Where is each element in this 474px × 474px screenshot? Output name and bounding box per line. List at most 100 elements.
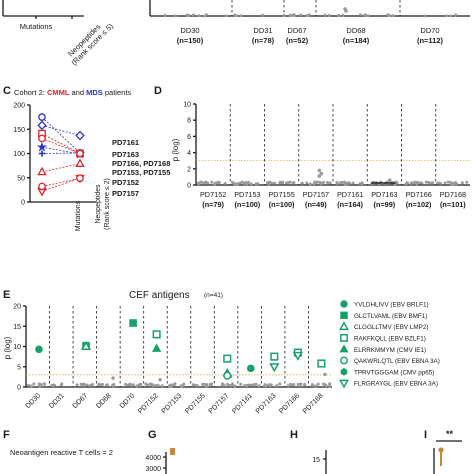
panel-d-point (360, 182, 364, 186)
panel-e-point-triangle (151, 343, 162, 352)
panel-b-point (391, 14, 395, 17)
panel-c-series-extra-mutations (38, 182, 46, 191)
panel-b-point (282, 13, 286, 17)
panel-c-title-post: patients (103, 88, 132, 97)
panel-f-text: Neoantigen reactive T cells = 2 (10, 448, 113, 457)
panel-e-point-bg (32, 382, 36, 386)
panel-b-point (292, 13, 296, 17)
panel-d-point (415, 182, 419, 186)
panel-e-point-bg (251, 383, 255, 387)
panel-e-point-bg (289, 382, 293, 386)
panel-d-tick-label: 0 (187, 183, 191, 190)
panel-b-group-label: DD31 (253, 26, 272, 35)
panel-e-legend: YVLDHLIVV (EBV BRLF1) GLCTLVAML (EBV BMF1… (339, 300, 440, 389)
panel-d-point (223, 181, 227, 185)
panel-e-point-bg (151, 384, 155, 388)
panel-c-series-pd7153-link (41, 133, 81, 154)
panel-b-point (224, 14, 228, 18)
panel-d-point (319, 182, 323, 186)
panel-d-group-label: PD7152 (200, 190, 226, 199)
panel-d-point (395, 181, 399, 185)
panel-e-point-bg (257, 384, 261, 388)
panel-e-xlabel: DD30 (25, 392, 43, 410)
panel-c-xlabel-neopeptides: Neopeptides (95, 184, 102, 224)
panel-e-point-bg (156, 383, 160, 387)
legend-marker-triangle (339, 344, 349, 353)
panel-b-point (299, 13, 303, 17)
panel-c-tick-label: 100 (13, 151, 25, 158)
panel-e-point-circle (246, 364, 255, 373)
panel-c-series-pd7152-neopeptides (75, 158, 85, 168)
panel-d-point (291, 181, 295, 185)
panel-b-point (366, 14, 370, 17)
panel-e-title-n: (n=41) (204, 292, 223, 299)
panel-d-point (288, 180, 292, 184)
panel-e-point-square (129, 319, 137, 327)
panel-e-point-bg (225, 382, 229, 386)
panel-d-point (273, 181, 277, 185)
panel-b-point (423, 14, 427, 18)
panel-e-point-bg (245, 383, 249, 387)
panel-d-group-n: (n=99) (374, 200, 396, 209)
panel-e-tick-label: 15 (13, 324, 21, 331)
panel-e-xlabel: PD7152 (137, 392, 160, 415)
panel-c-xlabel-rank: (Rank score ≤ 2) (104, 178, 111, 230)
panel-c-title: Cohort 2: CMML and MDS patients (14, 88, 131, 97)
panel-d-point (465, 180, 469, 184)
panel-e-point-bg (278, 382, 282, 386)
legend-label: FLRGRAYGL (EBV EBNA 3A) (354, 381, 438, 388)
panel-g-bar (170, 448, 175, 455)
panel-h-ytick-15: 15 (312, 457, 320, 464)
panel-e-point-bg (195, 384, 199, 388)
panel-e-point-bg (111, 383, 115, 387)
panel-e-xlabel: PD7155 (184, 392, 207, 415)
panel-e-xlabel: PD7153 (161, 392, 184, 415)
panel-d-point (210, 180, 214, 184)
legend-label: CLGGLLTMV (EBV LMP2) (354, 324, 428, 331)
panel-e-point-bg (85, 383, 89, 387)
panel-e-point-bg (210, 382, 214, 386)
panel-d-point (409, 182, 413, 186)
panel-b-point (289, 14, 292, 18)
panel-g-ytick-4000: 4000 (145, 455, 161, 462)
panel-c-series-pd7155-mutations (38, 134, 46, 143)
panel-c-tick-label: 50 (17, 175, 25, 182)
panel-d-group-label: PD7168 (440, 190, 466, 199)
panel-e-point-bg (316, 382, 320, 386)
panel-c-xlabel-mutations: Mutations (75, 200, 82, 231)
panel-b-point (163, 13, 167, 17)
panel-e-point-bg (172, 383, 176, 387)
panel-d-point (446, 180, 450, 184)
panel-e-point-square-open (152, 330, 161, 339)
panel-e-point-bg (39, 382, 43, 386)
panel-c-series-extra-link (41, 177, 81, 187)
panel-i-letter: I (424, 429, 427, 441)
panel-e-point-bg (160, 384, 164, 388)
panel-d-peak (317, 168, 322, 173)
panel-c-series-pd7163-mutations (38, 113, 46, 121)
panel-e-point-circle-open (223, 371, 232, 380)
panel-e-point-bg (29, 384, 33, 388)
legend-label: QAKWRLQTL (EBV EBNA 3A) (354, 358, 440, 365)
panel-d-point (200, 180, 204, 184)
panel-e-points (35, 319, 326, 380)
panel-d-point (436, 181, 440, 185)
panel-d-point (265, 181, 269, 185)
panel-c-series-pd7168-mutations (38, 150, 46, 157)
panel-c-series-pd7155-neopeptides (76, 149, 84, 158)
panel-d-tick-label: 2 (187, 166, 191, 173)
panel-e-point-bg (105, 383, 109, 387)
panel-e-point-bg (182, 382, 186, 386)
panel-b-group-label: DD67 (287, 26, 306, 35)
panel-g-letter: G (148, 429, 157, 441)
panel-i: I ** (424, 429, 462, 474)
panel-b-point (387, 14, 391, 17)
legend-label: RAKFKQLL (EBV BZLF1) (354, 336, 426, 343)
panel-e-point-bg (254, 382, 258, 386)
panel-e-point-bg (239, 382, 243, 386)
panel-c-label-pd7152: PD7152 (112, 178, 139, 187)
panel-c-tick-label: 0 (21, 200, 25, 207)
panel-d-group-label: PD7155 (268, 190, 294, 199)
panel-d-group-n: (n=102) (406, 200, 432, 209)
legend-label: TPRVTGGGAM (CMV pp65) (354, 369, 434, 376)
